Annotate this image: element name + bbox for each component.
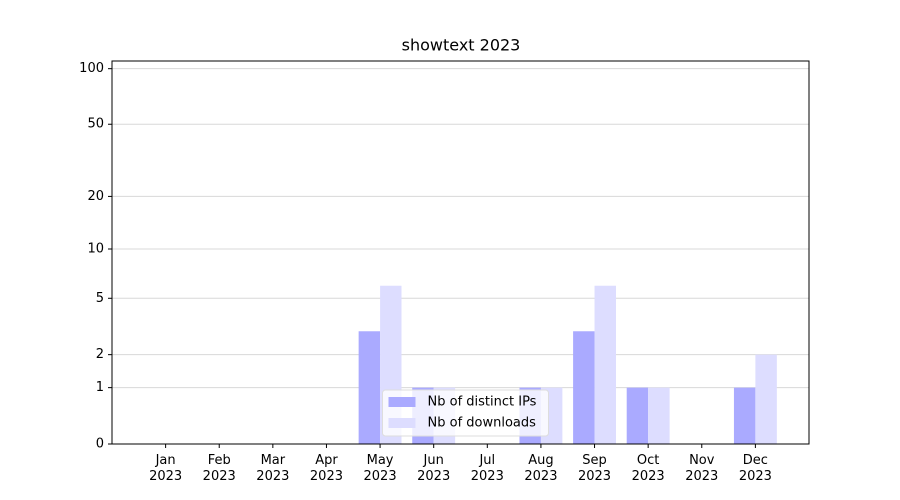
x-tick-label: Feb 2023 (202, 453, 236, 484)
bar (626, 387, 649, 444)
chart-title: showtext 2023 (402, 36, 521, 55)
y-tick-label: 20 (87, 189, 104, 204)
x-tick-label: Oct 2023 (631, 453, 665, 484)
y-tick-label: 10 (87, 241, 104, 256)
y-tick-label: 1 (96, 380, 104, 395)
x-tick-label: Jan 2023 (149, 453, 183, 484)
bar (755, 354, 777, 444)
bar (733, 387, 756, 444)
y-tick-label: 100 (79, 61, 104, 76)
bar (358, 331, 381, 444)
legend: Nb of distinct IPs Nb of downloads (382, 389, 549, 437)
x-tick-label: Dec 2023 (738, 453, 772, 484)
x-tick-label: Apr 2023 (309, 453, 343, 484)
legend-label: Nb of downloads (428, 416, 537, 431)
x-tick-label: Jul 2023 (470, 453, 504, 484)
y-tick-label: 5 (96, 291, 104, 306)
x-tick-label: Sep 2023 (577, 453, 612, 484)
bar (648, 387, 670, 444)
bar (573, 331, 595, 444)
x-tick-label: May 2023 (363, 453, 397, 484)
y-tick-label: 50 (87, 117, 104, 132)
plot-frame (111, 60, 810, 445)
y-tick-label: 0 (96, 437, 104, 452)
legend-box (382, 389, 549, 437)
bar (594, 285, 616, 444)
legend-label: Nb of distinct IPs (428, 395, 537, 410)
x-tick-label: Mar 2023 (256, 453, 290, 484)
legend-swatch (388, 418, 416, 428)
x-tick-label: Aug 2023 (524, 453, 558, 484)
legend-swatch (388, 397, 416, 407)
y-tick-label: 2 (96, 347, 104, 362)
x-tick-label: Jun 2023 (417, 453, 451, 484)
x-tick-label: Nov 2023 (685, 453, 719, 484)
